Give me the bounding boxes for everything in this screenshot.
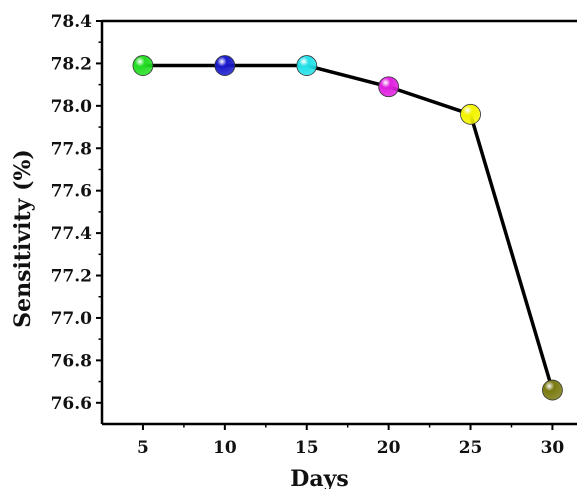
y-tick-label: 77.2 [51, 267, 92, 287]
x-axis-title: Days [290, 466, 349, 489]
y-tick-label: 77.4 [51, 224, 93, 244]
y-tick-label: 76.6 [51, 394, 92, 414]
x-tick-label: 5 [137, 438, 149, 458]
x-tick-label: 20 [377, 438, 401, 458]
ticks: 5 10 15 20 25 30 76.6 76.8 77.0 77.2 77.4 77.6 77.8 7… [51, 12, 565, 458]
y-tick-label: 76.8 [51, 351, 92, 371]
data-point [378, 76, 400, 98]
y-tick-label: 77.8 [51, 139, 92, 159]
series-line [142, 63, 555, 391]
data-point [542, 379, 563, 401]
y-tick-label: 78.4 [51, 12, 93, 32]
data-point [214, 55, 236, 76]
y-tick-label: 78.0 [51, 97, 93, 117]
data-point [460, 103, 481, 125]
x-tick-label: 10 [213, 438, 237, 458]
data-point [296, 55, 318, 76]
x-tick-label: 30 [541, 438, 565, 458]
data-series [132, 55, 563, 401]
y-tick-label: 77.6 [51, 182, 92, 202]
y-axis-title: Sensitivity (%) [10, 149, 36, 328]
data-point [132, 55, 154, 76]
axes [100, 19, 577, 426]
y-tick-label: 77.0 [51, 309, 93, 329]
y-tick-label: 78.2 [51, 54, 92, 74]
x-tick-label: 15 [295, 438, 319, 458]
x-tick-label: 25 [459, 438, 483, 458]
